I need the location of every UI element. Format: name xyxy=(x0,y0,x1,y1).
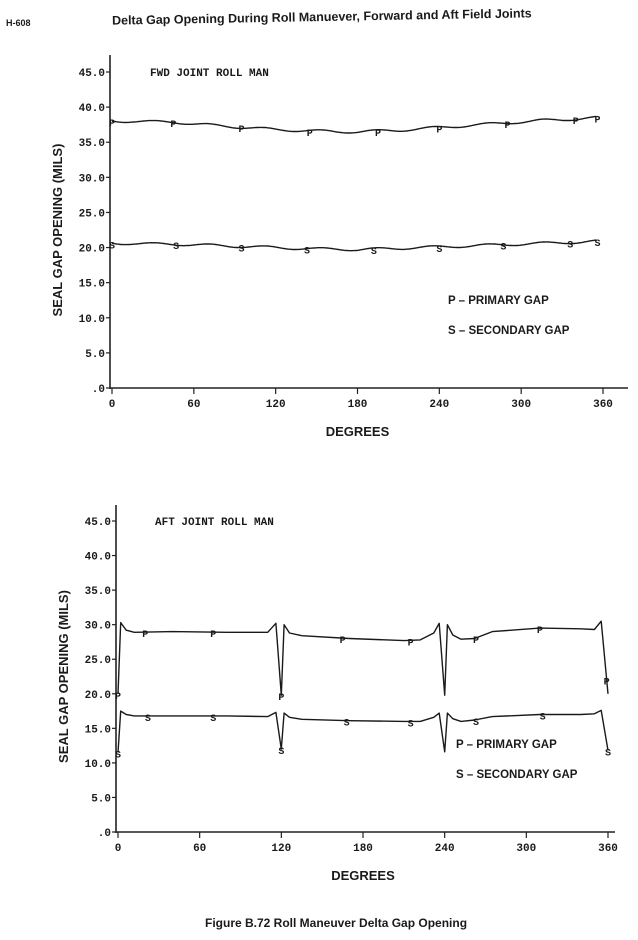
y-tick-label: 35.0 xyxy=(79,138,105,150)
x-tick-label: 0 xyxy=(109,399,116,411)
x-axis-label: DEGREES xyxy=(331,868,395,883)
series-line-secondary-gap xyxy=(111,239,597,252)
series-marker-s: S xyxy=(173,242,179,253)
x-tick-label: 60 xyxy=(193,843,206,855)
y-tick-label: 45.0 xyxy=(79,68,105,80)
figure-caption: Figure B.72 Roll Maneuver Delta Gap Open… xyxy=(205,916,468,930)
series-marker-s: S xyxy=(500,243,506,254)
series-marker-p: P xyxy=(473,636,479,647)
chart-2: .0 5.0 10.0 15.0 20.0 25.0 30.0 35.0 40.0 45.0 0 60… xyxy=(56,505,618,883)
legend-entry: P – PRIMARY GAP xyxy=(456,739,557,751)
x-tick-label: 180 xyxy=(353,843,373,855)
series-marker-p: P xyxy=(505,121,511,132)
y-tick-label: 40.0 xyxy=(85,552,111,564)
y-tick-label: 30.0 xyxy=(79,173,105,185)
series-line-primary-gap xyxy=(117,620,609,696)
x-tick-label: 240 xyxy=(435,843,455,855)
series-marker-p: P xyxy=(239,125,245,136)
y-tick-label: 10.0 xyxy=(79,314,105,326)
page-number: H-608 xyxy=(6,18,31,28)
series-marker-s: S xyxy=(371,247,377,258)
series-marker-s: S xyxy=(567,240,573,251)
series-marker-s: S xyxy=(436,245,442,256)
legend-entry: P – PRIMARY GAP xyxy=(448,295,549,307)
series-marker-p: P xyxy=(142,630,148,641)
x-axis-label: DEGREES xyxy=(326,424,390,439)
series-marker-p: P xyxy=(109,119,115,130)
y-tick-label: 15.0 xyxy=(79,279,105,291)
x-tick-label: 0 xyxy=(115,843,122,855)
x-tick-label: 300 xyxy=(516,843,536,855)
series-marker-p: P xyxy=(307,129,313,140)
series-marker-s: S xyxy=(473,718,479,729)
y-axis-label: SEAL GAP OPENING (MILS) xyxy=(50,144,65,317)
y-tick-label: 25.0 xyxy=(79,208,105,220)
y-tick-label: 25.0 xyxy=(85,655,111,667)
series-marker-p: P xyxy=(278,693,284,704)
x-tick-label: 360 xyxy=(598,843,618,855)
series-marker-p: P xyxy=(170,120,176,131)
legend-entry: S – SECONDARY GAP xyxy=(448,325,570,337)
y-tick-label: 30.0 xyxy=(85,621,111,633)
x-tick-label: 120 xyxy=(266,399,286,411)
y-tick-label: 10.0 xyxy=(85,759,111,771)
y-tick-label: 5.0 xyxy=(91,793,111,805)
series-marker-s: S xyxy=(605,748,611,759)
series-marker-p: P xyxy=(604,677,610,688)
series-marker-s: S xyxy=(115,751,121,762)
series-marker-p: P xyxy=(537,626,543,637)
series-marker-p: P xyxy=(408,638,414,649)
legend-entry: S – SECONDARY GAP xyxy=(456,769,578,781)
series-marker-p: P xyxy=(340,636,346,647)
y-tick-label: 35.0 xyxy=(85,586,111,598)
x-tick-label: 300 xyxy=(511,399,531,411)
series-marker-s: S xyxy=(408,719,414,730)
chart-title: AFT JOINT ROLL MAN xyxy=(155,517,274,529)
x-tick-label: 180 xyxy=(348,399,368,411)
y-tick-label: .0 xyxy=(98,828,111,840)
series-line-secondary-gap xyxy=(117,709,609,753)
y-tick-label: 45.0 xyxy=(85,517,111,529)
x-tick-label: 60 xyxy=(187,399,200,411)
series-marker-s: S xyxy=(304,247,310,258)
series-marker-s: S xyxy=(109,241,115,252)
x-tick-label: 240 xyxy=(429,399,449,411)
y-tick-label: 15.0 xyxy=(85,724,111,736)
y-tick-label: 20.0 xyxy=(85,690,111,702)
series-marker-s: S xyxy=(595,239,601,250)
y-axis-label: SEAL GAP OPENING (MILS) xyxy=(56,590,71,763)
y-tick-label: 40.0 xyxy=(79,103,105,115)
y-tick-label: 5.0 xyxy=(85,349,105,361)
series-marker-s: S xyxy=(278,747,284,758)
series-marker-p: P xyxy=(595,116,601,127)
series-marker-p: P xyxy=(375,129,381,140)
series-marker-s: S xyxy=(540,713,546,724)
chart-1: .0 5.0 10.0 15.0 20.0 25.0 30.0 35.0 40.0 45.0 0 60… xyxy=(50,55,628,439)
y-tick-label: 20.0 xyxy=(79,244,105,256)
series-marker-s: S xyxy=(210,714,216,725)
series-marker-s: S xyxy=(239,244,245,255)
series-line-primary-gap xyxy=(111,115,597,134)
series-marker-p: P xyxy=(436,125,442,136)
series-marker-s: S xyxy=(145,714,151,725)
series-marker-p: P xyxy=(573,117,579,128)
series-marker-p: P xyxy=(210,630,216,641)
series-marker-s: S xyxy=(344,719,350,730)
chart-title: FWD JOINT ROLL MAN xyxy=(150,68,269,80)
x-tick-label: 120 xyxy=(271,843,291,855)
y-tick-label: .0 xyxy=(92,384,105,396)
x-tick-label: 360 xyxy=(593,399,613,411)
series-marker-p: P xyxy=(115,692,121,703)
